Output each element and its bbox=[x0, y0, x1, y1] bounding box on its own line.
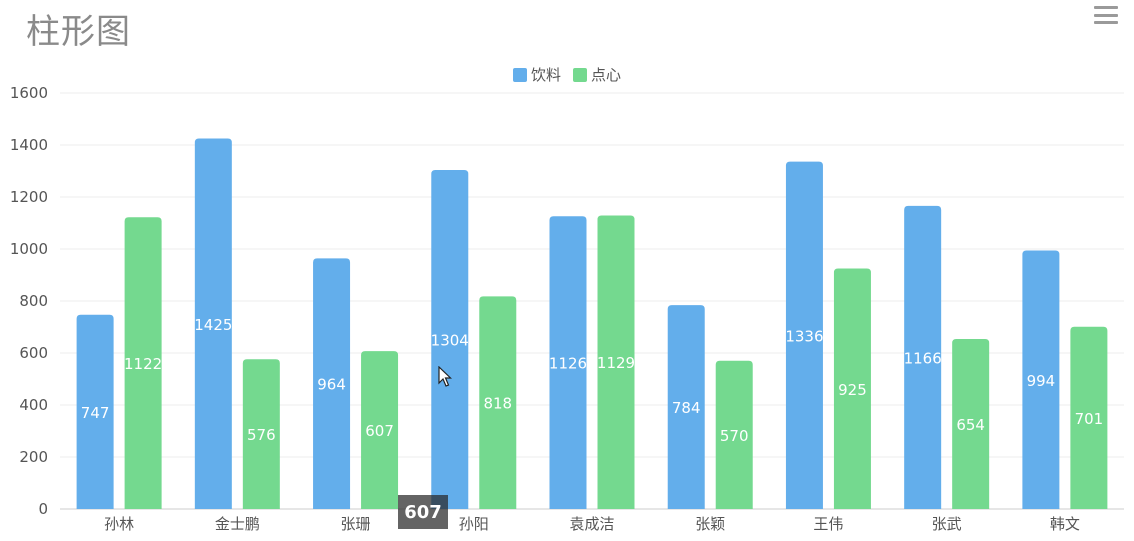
bar-series-0 bbox=[1022, 250, 1060, 509]
legend: 饮料 点心 bbox=[0, 64, 1134, 85]
bar-series-1 bbox=[715, 360, 753, 509]
y-tick-label: 1600 bbox=[10, 84, 48, 102]
bar-series-1 bbox=[952, 338, 990, 509]
bar-series-0 bbox=[549, 216, 587, 510]
bar-series-1 bbox=[124, 217, 162, 509]
data-label: 1122 bbox=[124, 355, 162, 373]
y-tick-label: 1000 bbox=[10, 240, 48, 258]
y-tick-label: 800 bbox=[19, 292, 48, 310]
data-label: 994 bbox=[1027, 372, 1056, 390]
y-tick-label: 600 bbox=[19, 344, 48, 362]
bar-series-0 bbox=[667, 305, 705, 509]
bar-series-0 bbox=[431, 169, 469, 509]
data-label: 701 bbox=[1075, 410, 1104, 428]
x-tick-label: 张珊 bbox=[341, 515, 371, 533]
y-tick-label: 1400 bbox=[10, 136, 48, 154]
menu-icon[interactable] bbox=[1094, 4, 1118, 26]
legend-label-series-1: 点心 bbox=[591, 66, 622, 84]
y-tick-label: 0 bbox=[38, 500, 48, 518]
data-label: 1126 bbox=[549, 355, 587, 373]
data-label: 576 bbox=[247, 426, 276, 444]
bar-series-1 bbox=[479, 296, 517, 509]
bar-series-0 bbox=[313, 258, 351, 509]
x-tick-label: 金士鹏 bbox=[215, 515, 260, 533]
chart-title: 柱形图 bbox=[26, 12, 131, 52]
bar-series-1 bbox=[1070, 326, 1108, 509]
x-tick-label: 张武 bbox=[932, 515, 962, 533]
legend-item-series-1[interactable]: 点心 bbox=[573, 64, 621, 85]
legend-label-series-0: 饮料 bbox=[530, 66, 561, 84]
data-label: 964 bbox=[317, 376, 346, 394]
data-label: 784 bbox=[672, 399, 701, 417]
data-label: 1166 bbox=[904, 349, 942, 367]
bar-series-1 bbox=[597, 215, 635, 509]
data-label: 570 bbox=[720, 427, 749, 445]
bar-series-1 bbox=[242, 359, 280, 509]
x-tick-label: 张颖 bbox=[695, 515, 725, 533]
data-label: 925 bbox=[838, 381, 867, 399]
y-tick-label: 400 bbox=[19, 396, 48, 414]
data-label: 607 bbox=[365, 422, 394, 440]
bar-series-0 bbox=[785, 161, 823, 509]
data-label: 1336 bbox=[785, 327, 823, 345]
x-tick-label: 韩文 bbox=[1050, 515, 1080, 533]
mouse-cursor-icon bbox=[438, 366, 452, 387]
legend-swatch-series-1 bbox=[573, 67, 587, 82]
bar-series-0 bbox=[76, 314, 114, 509]
x-tick-label: 王伟 bbox=[813, 515, 843, 533]
legend-swatch-series-0 bbox=[512, 67, 527, 82]
x-tick-label: 袁成洁 bbox=[569, 515, 614, 533]
y-tick-label: 1200 bbox=[10, 188, 48, 206]
data-label: 1304 bbox=[431, 331, 469, 349]
bar-series-0 bbox=[904, 205, 942, 509]
data-label: 1129 bbox=[597, 354, 635, 372]
bar-series-1 bbox=[833, 268, 871, 509]
bar-series-1 bbox=[361, 351, 399, 509]
legend-item-series-0[interactable]: 饮料 bbox=[512, 64, 561, 85]
data-label: 1425 bbox=[194, 316, 232, 334]
x-tick-label: 孙阳 bbox=[459, 515, 489, 533]
bar-series-0 bbox=[194, 138, 232, 509]
tooltip: 607 bbox=[398, 495, 448, 529]
data-label: 654 bbox=[956, 416, 985, 434]
data-label: 747 bbox=[81, 404, 110, 422]
data-label: 818 bbox=[483, 395, 512, 413]
x-tick-label: 孙林 bbox=[104, 515, 134, 533]
y-tick-label: 200 bbox=[19, 448, 48, 466]
